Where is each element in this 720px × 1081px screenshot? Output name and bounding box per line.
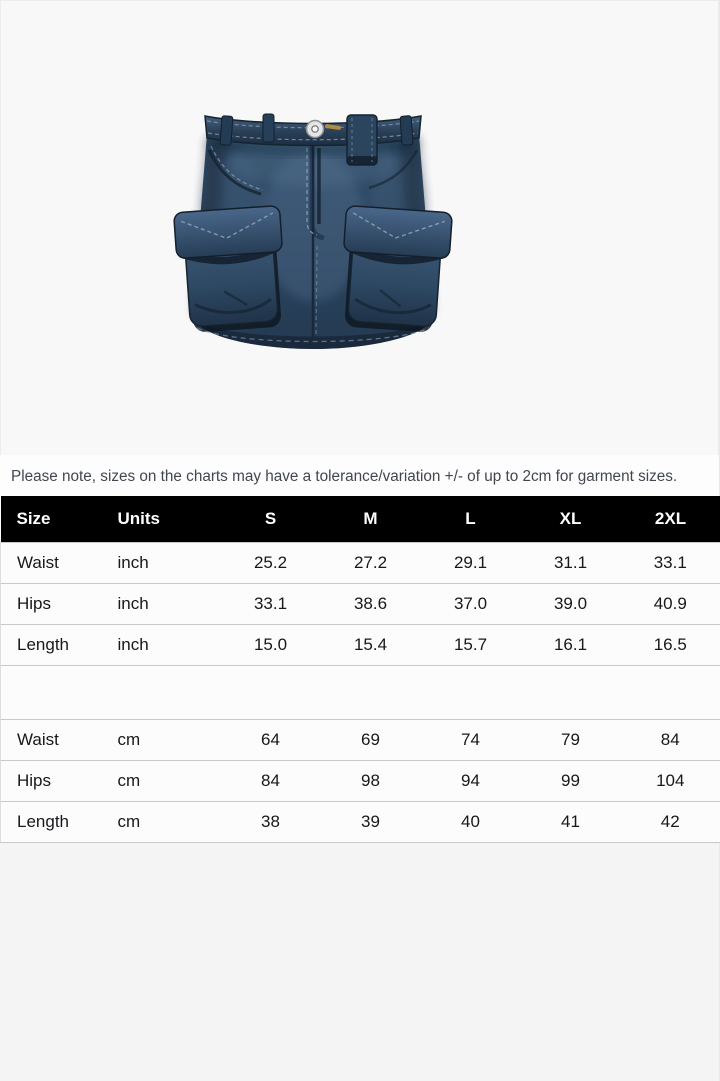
- size-value-cell: 27.2: [320, 541, 421, 583]
- cargo-pocket-left: [173, 205, 283, 332]
- size-value-cell: 38.6: [320, 582, 421, 624]
- size-chart-section: Please note, sizes on the charts may hav…: [0, 455, 720, 843]
- table-row-length-cm: Length cm 38 39 40 41 42: [0, 800, 720, 843]
- header-cell-xl: XL: [520, 496, 621, 542]
- header-cell-size: Size: [0, 496, 109, 542]
- size-value-cell: 42: [620, 800, 720, 843]
- row-units-cell: inch: [108, 582, 221, 624]
- jeans-button: [305, 119, 325, 139]
- row-label-cell: Hips: [0, 759, 109, 801]
- size-value-cell: 84: [220, 759, 321, 801]
- spacer-row: [0, 664, 720, 719]
- header-cell-l: L: [420, 496, 521, 542]
- size-value-cell: 39: [320, 800, 421, 843]
- size-value-cell: 33.1: [620, 541, 720, 583]
- table-row-length-inch: Length inch 15.0 15.4 15.7 16.1 16.5: [0, 623, 720, 665]
- row-units-cell: cm: [108, 759, 221, 801]
- denim-skirt-illustration: [173, 113, 453, 349]
- size-value-cell: 98: [320, 759, 421, 801]
- row-units-cell: cm: [108, 800, 221, 843]
- size-value-cell: 84: [620, 718, 720, 760]
- size-value-cell: 15.7: [420, 623, 521, 665]
- size-value-cell: 16.5: [620, 623, 720, 665]
- cargo-pocket-right: [343, 205, 453, 332]
- size-value-cell: 15.0: [220, 623, 321, 665]
- size-value-cell: 94: [420, 759, 521, 801]
- size-value-cell: 99: [520, 759, 621, 801]
- size-value-cell: 38: [220, 800, 321, 843]
- row-label-cell: Waist: [0, 718, 109, 760]
- size-value-cell: 31.1: [520, 541, 621, 583]
- row-units-cell: cm: [108, 718, 221, 760]
- table-row-hips-inch: Hips inch 33.1 38.6 37.0 39.0 40.9: [0, 582, 720, 624]
- table-row-waist-inch: Waist inch 25.2 27.2 29.1 31.1 33.1: [0, 541, 720, 583]
- size-value-cell: 74: [420, 718, 521, 760]
- table-row-waist-cm: Waist cm 64 69 74 79 84: [0, 718, 720, 760]
- size-value-cell: 69: [320, 718, 421, 760]
- row-units-cell: inch: [108, 541, 221, 583]
- size-value-cell: 40: [420, 800, 521, 843]
- size-value-cell: 15.4: [320, 623, 421, 665]
- table-header-row: Size Units S M L XL 2XL: [0, 496, 720, 542]
- size-chart-table: Size Units S M L XL 2XL Waist inch 25.2 …: [0, 496, 720, 843]
- size-value-cell: 41: [520, 800, 621, 843]
- size-value-cell: 25.2: [220, 541, 321, 583]
- size-value-cell: 33.1: [220, 582, 321, 624]
- skirt-waistband: [204, 113, 422, 166]
- header-cell-units: Units: [108, 496, 221, 542]
- size-value-cell: 40.9: [620, 582, 720, 624]
- table-row-hips-cm: Hips cm 84 98 94 99 104: [0, 759, 720, 801]
- bottom-spacer: [0, 843, 719, 1071]
- size-value-cell: 64: [220, 718, 321, 760]
- row-label-cell: Length: [0, 800, 109, 843]
- row-label-cell: Hips: [0, 582, 109, 624]
- row-units-cell: inch: [108, 623, 221, 665]
- size-value-cell: 39.0: [520, 582, 621, 624]
- size-value-cell: 37.0: [420, 582, 521, 624]
- size-value-cell: 29.1: [420, 541, 521, 583]
- spacer-cell: [0, 664, 720, 719]
- size-value-cell: 79: [520, 718, 621, 760]
- product-photo: [163, 106, 463, 356]
- row-label-cell: Length: [0, 623, 109, 665]
- hem-stitch: [196, 327, 430, 343]
- header-cell-2xl: 2XL: [620, 496, 720, 542]
- product-photo-section: [0, 0, 719, 455]
- front-pocket-seams: [207, 145, 419, 196]
- row-label-cell: Waist: [0, 541, 109, 583]
- header-cell-m: M: [320, 496, 421, 542]
- tolerance-note: Please note, sizes on the charts may hav…: [11, 468, 678, 485]
- size-value-cell: 104: [620, 759, 720, 801]
- header-cell-s: S: [220, 496, 321, 542]
- size-value-cell: 16.1: [520, 623, 621, 665]
- skirt-fly: [306, 146, 325, 342]
